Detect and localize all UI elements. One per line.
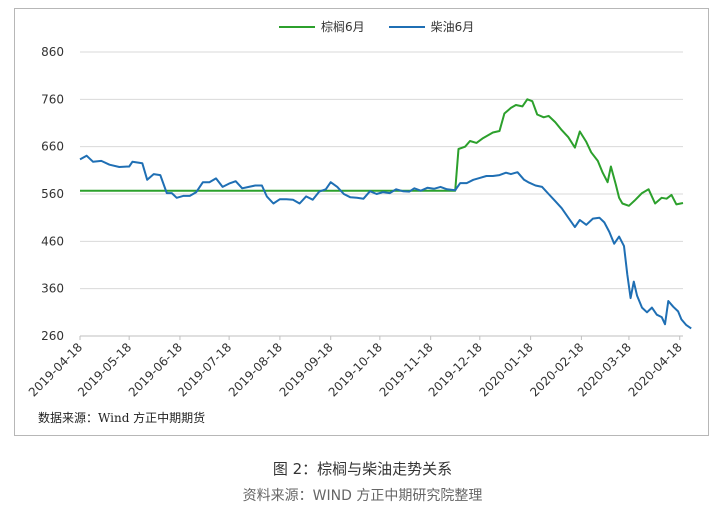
legend-item-palm: 棕榈6月 (279, 18, 365, 35)
legend-item-diesel: 柴油6月 (388, 18, 475, 35)
legend-label-palm: 棕榈6月 (321, 20, 365, 34)
x-tick-label: 2019-08-18 (226, 340, 285, 399)
y-tick-label: 860 (41, 45, 64, 59)
y-tick-label: 760 (41, 92, 64, 106)
x-tick-label: 2020-01-18 (477, 340, 536, 399)
x-axis-tick-labels: 2019-04-182019-05-182019-06-182019-07-18… (26, 340, 685, 399)
x-axis (79, 335, 683, 340)
series-line-palm (80, 98, 684, 207)
chart-legend: 棕榈6月 柴油6月 (279, 18, 474, 35)
legend-swatch-palm (279, 25, 315, 28)
legend-swatch-diesel (388, 25, 425, 28)
series-line-diesel (79, 154, 692, 330)
chart-data-source-note: 数据来源：Wind 方正中期期货 (38, 411, 206, 425)
y-tick-label: 260 (41, 329, 64, 343)
chart-frame (14, 8, 709, 436)
figure-caption-source: 资料来源：WIND 方正中期研究院整理 (242, 488, 483, 504)
y-tick-label: 360 (41, 282, 64, 296)
y-tick-label: 560 (41, 187, 64, 201)
y-tick-label: 660 (41, 140, 64, 154)
x-tick-label: 2020-04-18 (626, 340, 685, 399)
legend-label-diesel: 柴油6月 (430, 20, 475, 34)
figure-caption-title: 图 2：棕榈与柴油走势关系 (272, 460, 453, 478)
grid-lines (80, 51, 683, 290)
y-axis-tick-labels: 860 760 660 560 460 360 260 (41, 45, 64, 343)
y-tick-label: 460 (41, 234, 64, 248)
series-lines (79, 98, 692, 330)
